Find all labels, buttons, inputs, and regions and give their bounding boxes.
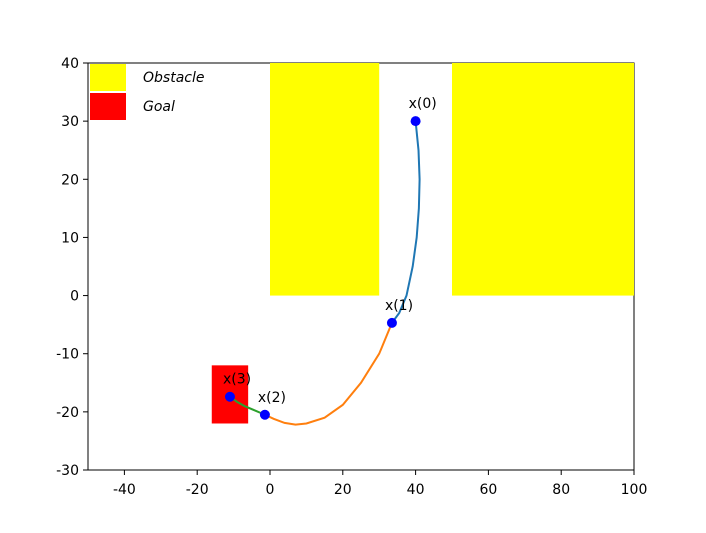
trajectory xyxy=(264,322,393,426)
y-tick-label: -20 xyxy=(56,405,79,421)
state-point xyxy=(259,409,270,420)
state-label: x(0) xyxy=(409,96,437,112)
trajectory xyxy=(229,395,266,416)
state-point xyxy=(410,116,421,127)
obstacle xyxy=(270,63,380,296)
x-tick-label: -20 xyxy=(186,482,209,498)
x-tick-label: 80 xyxy=(552,482,570,498)
y-tick-label: 10 xyxy=(61,230,79,246)
y-tick-label: 40 xyxy=(61,56,79,72)
legend-swatch xyxy=(90,64,126,91)
trajectory xyxy=(391,121,421,324)
state-label: x(2) xyxy=(258,390,286,406)
y-tick-label: 20 xyxy=(61,172,79,188)
x-tick-label: 0 xyxy=(266,482,275,498)
legend-swatch xyxy=(90,93,126,120)
y-tick-label: 0 xyxy=(70,289,79,305)
obstacle xyxy=(452,63,634,296)
x-tick-label: 40 xyxy=(407,482,425,498)
state-label: x(3) xyxy=(223,372,251,388)
state-point xyxy=(386,317,397,328)
y-tick-label: -30 xyxy=(56,463,79,479)
x-tick-label: -40 xyxy=(113,482,136,498)
state-point xyxy=(224,391,235,402)
x-tick-label: 60 xyxy=(479,482,497,498)
x-tick-label: 20 xyxy=(334,482,352,498)
x-tick-label: 100 xyxy=(621,482,648,498)
y-tick-label: -10 xyxy=(56,347,79,363)
state-label: x(1) xyxy=(385,298,413,314)
y-tick-label: 30 xyxy=(61,114,79,130)
legend-label: Obstacle xyxy=(143,70,204,86)
legend-label: Goal xyxy=(143,99,175,115)
